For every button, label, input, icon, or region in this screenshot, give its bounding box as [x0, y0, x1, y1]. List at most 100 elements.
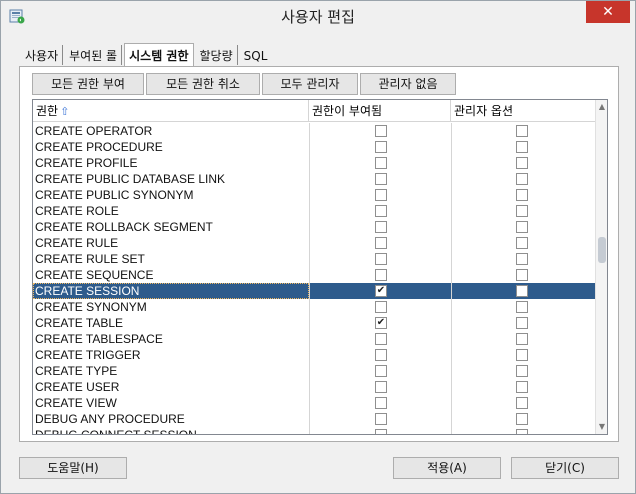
admin-option-checkbox[interactable] — [516, 349, 528, 361]
granted-checkbox[interactable] — [375, 381, 387, 393]
granted-cell — [309, 379, 451, 395]
title-bar[interactable]: 사용자 편집 ✕ — [1, 1, 635, 31]
admin-option-checkbox[interactable] — [516, 429, 528, 434]
privilege-name: CREATE PROCEDURE — [35, 140, 163, 154]
scroll-down-icon[interactable]: ▼ — [598, 422, 606, 431]
column-header-granted[interactable]: 권한이 부여됨 — [309, 100, 451, 122]
vertical-scrollbar[interactable]: ▲ ▼ — [595, 100, 607, 434]
tab-system-privileges[interactable]: 시스템 권한 — [124, 43, 194, 67]
table-row[interactable]: CREATE PROCEDURE — [33, 139, 596, 155]
table-row[interactable]: CREATE SYNONYM — [33, 299, 596, 315]
table-row[interactable]: CREATE TYPE — [33, 363, 596, 379]
granted-cell — [309, 395, 451, 411]
column-header-privilege[interactable]: 권한 ⇧ — [33, 100, 309, 122]
granted-checkbox[interactable] — [375, 429, 387, 434]
granted-checkbox[interactable] — [375, 125, 387, 137]
admin-option-checkbox[interactable] — [516, 173, 528, 185]
granted-checkbox[interactable] — [375, 205, 387, 217]
table-row[interactable]: CREATE PUBLIC SYNONYM — [33, 187, 596, 203]
privilege-name: CREATE SYNONYM — [35, 300, 147, 314]
admin-option-checkbox[interactable] — [516, 317, 528, 329]
granted-checkbox[interactable] — [375, 269, 387, 281]
granted-cell — [309, 331, 451, 347]
admin-option-checkbox[interactable] — [516, 237, 528, 249]
admin-option-checkbox[interactable] — [516, 333, 528, 345]
admin-option-checkbox[interactable] — [516, 125, 528, 137]
granted-checkbox[interactable] — [375, 333, 387, 345]
admin-option-checkbox[interactable] — [516, 205, 528, 217]
tab-granted-roles[interactable]: 부여된 롤 — [65, 45, 123, 65]
no-admin-button[interactable]: 관리자 없음 — [360, 73, 456, 95]
grant-all-button[interactable]: 모든 권한 부여 — [32, 73, 144, 95]
table-row[interactable]: CREATE VIEW — [33, 395, 596, 411]
admin-option-checkbox[interactable] — [516, 221, 528, 233]
revoke-all-button[interactable]: 모든 권한 취소 — [146, 73, 260, 95]
admin-option-checkbox[interactable] — [516, 253, 528, 265]
granted-cell — [309, 411, 451, 427]
column-header-admin-option[interactable]: 관리자 옵션 — [454, 104, 514, 118]
admin-option-cell — [451, 347, 596, 363]
tab-user[interactable]: 사용자 — [21, 45, 64, 65]
table-row[interactable]: DEBUG CONNECT SESSION — [33, 427, 596, 434]
admin-option-checkbox[interactable] — [516, 381, 528, 393]
privilege-name: CREATE PROFILE — [35, 156, 138, 170]
table-row[interactable]: CREATE PUBLIC DATABASE LINK — [33, 171, 596, 187]
table-row[interactable]: DEBUG ANY PROCEDURE — [33, 411, 596, 427]
admin-option-cell — [451, 219, 596, 235]
granted-cell — [309, 203, 451, 219]
all-admin-button[interactable]: 모두 관리자 — [262, 73, 358, 95]
column-header-privilege-label: 권한 — [36, 104, 59, 118]
admin-option-cell — [451, 379, 596, 395]
granted-checkbox[interactable]: ✔ — [375, 317, 387, 329]
close-window-button[interactable]: ✕ — [586, 1, 630, 23]
granted-checkbox[interactable] — [375, 365, 387, 377]
table-row[interactable]: CREATE TRIGGER — [33, 347, 596, 363]
admin-option-checkbox[interactable] — [516, 269, 528, 281]
admin-option-checkbox[interactable] — [516, 397, 528, 409]
granted-checkbox[interactable] — [375, 141, 387, 153]
granted-checkbox[interactable] — [375, 349, 387, 361]
tab-sql[interactable]: SQL — [243, 49, 268, 63]
table-row[interactable]: CREATE SEQUENCE — [33, 267, 596, 283]
table-row[interactable]: CREATE RULE SET — [33, 251, 596, 267]
table-row[interactable]: CREATE TABLE ✔ — [33, 315, 596, 331]
table-row[interactable]: CREATE ROLE — [33, 203, 596, 219]
table-row[interactable]: CREATE RULE — [33, 235, 596, 251]
granted-checkbox[interactable] — [375, 253, 387, 265]
tab-quota[interactable]: 할당량 — [196, 45, 238, 65]
help-button[interactable]: 도움말(H) — [19, 457, 127, 479]
scrollbar-thumb[interactable] — [598, 237, 606, 263]
system-privileges-panel: 모든 권한 부여 모든 권한 취소 모두 관리자 관리자 없음 권한 ⇧ 권한이 … — [19, 66, 619, 442]
admin-option-checkbox[interactable] — [516, 189, 528, 201]
scroll-up-icon[interactable]: ▲ — [598, 102, 606, 111]
admin-option-checkbox[interactable] — [516, 157, 528, 169]
admin-option-checkbox[interactable] — [516, 141, 528, 153]
granted-checkbox[interactable] — [375, 397, 387, 409]
table-row[interactable]: CREATE USER — [33, 379, 596, 395]
admin-option-checkbox[interactable] — [516, 285, 528, 297]
granted-checkbox[interactable] — [375, 237, 387, 249]
granted-checkbox[interactable] — [375, 301, 387, 313]
table-row[interactable]: CREATE TABLESPACE — [33, 331, 596, 347]
granted-checkbox[interactable] — [375, 221, 387, 233]
close-button[interactable]: 닫기(C) — [511, 457, 619, 479]
apply-button[interactable]: 적용(A) — [393, 457, 501, 479]
admin-option-checkbox[interactable] — [516, 413, 528, 425]
granted-checkbox[interactable] — [375, 157, 387, 169]
table-row[interactable]: CREATE PROFILE — [33, 155, 596, 171]
admin-option-cell — [451, 299, 596, 315]
granted-checkbox[interactable] — [375, 189, 387, 201]
admin-option-cell — [451, 427, 596, 434]
table-row[interactable]: CREATE ROLLBACK SEGMENT — [33, 219, 596, 235]
privilege-name: DEBUG ANY PROCEDURE — [35, 412, 185, 426]
granted-checkbox[interactable] — [375, 413, 387, 425]
admin-option-cell — [451, 155, 596, 171]
granted-checkbox[interactable]: ✔ — [375, 285, 387, 297]
table-row[interactable]: CREATE OPERATOR — [33, 123, 596, 139]
granted-checkbox[interactable] — [375, 173, 387, 185]
admin-option-cell — [451, 315, 596, 331]
admin-option-checkbox[interactable] — [516, 301, 528, 313]
admin-option-checkbox[interactable] — [516, 365, 528, 377]
table-row[interactable]: CREATE SESSION ✔ — [33, 283, 596, 299]
granted-cell — [309, 139, 451, 155]
